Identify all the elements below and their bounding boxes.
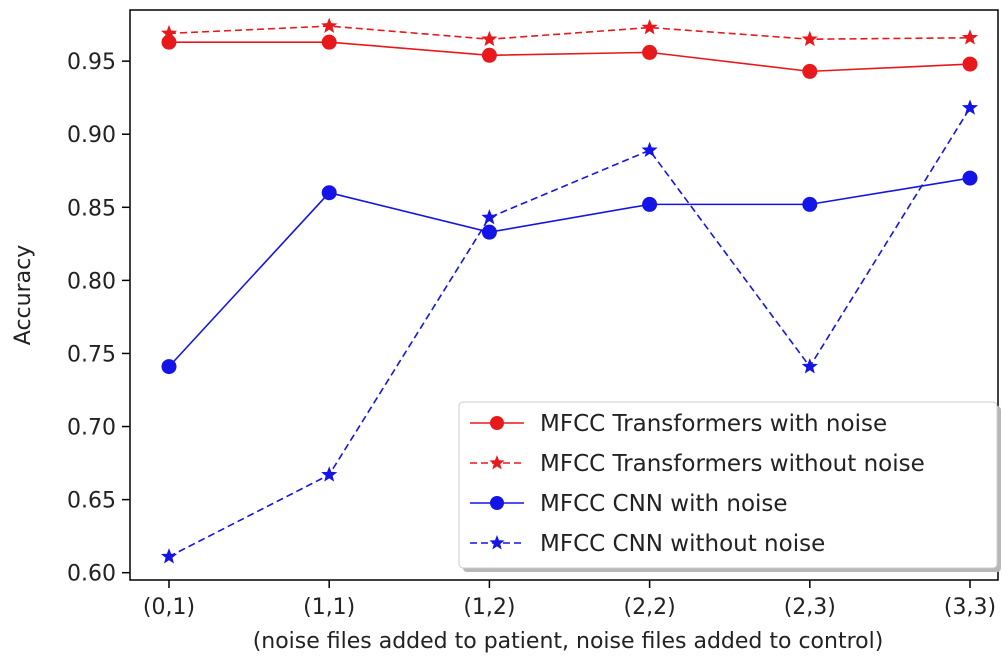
y-axis: 0.60 0.65 0.70 0.75 0.80 0.85 0.90 0.95 (67, 50, 130, 587)
series-1 (160, 17, 979, 47)
data-point (642, 44, 658, 60)
y-axis-label: Accuracy (11, 245, 36, 345)
y-tick-label: 0.90 (67, 123, 116, 148)
data-point (801, 358, 818, 374)
data-point (961, 99, 979, 115)
series-line (168, 25, 971, 41)
data-point (161, 359, 177, 375)
legend-box (458, 401, 998, 569)
data-point (160, 24, 178, 41)
series-line (168, 107, 971, 558)
series-line (169, 41, 971, 73)
x-axis: (0,1) (1,1) (1,2) (2,2) (2,3) (3,3) (143, 580, 996, 620)
data-point (641, 141, 658, 158)
data-point (321, 185, 337, 201)
x-axis-label: (noise files added to patient, noise fil… (253, 629, 884, 654)
plot-area (129, 9, 999, 581)
series-3 (160, 99, 979, 564)
series-2 (161, 170, 978, 375)
y-tick-label: 0.95 (67, 50, 116, 75)
data-point (321, 17, 338, 33)
data-point (802, 63, 818, 79)
data-point (490, 496, 504, 510)
legend-entry: MFCC CNN with noise (470, 491, 788, 517)
data-point (962, 56, 978, 72)
data-point (641, 19, 658, 35)
legend-label: MFCC CNN with noise (540, 491, 788, 517)
series-0 (161, 34, 978, 79)
data-point (481, 47, 497, 63)
y-tick-label: 0.80 (67, 269, 116, 294)
legend-entry: MFCC CNN without noise (470, 531, 825, 557)
data-point (962, 170, 978, 186)
legend: MFCC Transformers with noise MFCC Transfo… (458, 401, 1001, 572)
data-point (481, 224, 497, 240)
series-line (168, 177, 971, 368)
y-tick-label: 0.70 (67, 416, 116, 441)
legend-entries: MFCC Transformers with noise MFCC Transfo… (470, 411, 925, 557)
plot-frame (129, 9, 999, 581)
data-point (642, 196, 658, 212)
data-point (802, 196, 818, 212)
data-point (490, 416, 504, 430)
data-point (321, 466, 338, 482)
legend-entry: MFCC Transformers without noise (470, 451, 925, 477)
data-point (481, 30, 498, 47)
legend-label: MFCC Transformers without noise (540, 451, 925, 477)
series-layer (160, 17, 979, 564)
legend-entry: MFCC Transformers with noise (470, 411, 887, 437)
data-point (801, 30, 818, 47)
data-point (961, 29, 979, 45)
data-point (321, 34, 337, 50)
x-tick-label: (1,1) (303, 595, 355, 620)
y-tick-label: 0.60 (67, 562, 116, 587)
x-tick-label: (0,1) (143, 595, 195, 620)
legend-label: MFCC Transformers with noise (540, 411, 887, 437)
x-tick-label: (2,3) (784, 595, 836, 620)
y-tick-label: 0.85 (67, 196, 116, 221)
y-tick-label: 0.75 (67, 342, 116, 367)
x-tick-label: (3,3) (944, 595, 996, 620)
legend-label: MFCC CNN without noise (540, 531, 825, 557)
data-point (489, 455, 505, 470)
y-tick-label: 0.65 (67, 489, 116, 514)
data-point (481, 209, 498, 225)
x-tick-label: (1,2) (463, 595, 515, 620)
data-point (489, 535, 505, 550)
data-point (160, 548, 178, 564)
x-tick-label: (2,2) (624, 595, 676, 620)
